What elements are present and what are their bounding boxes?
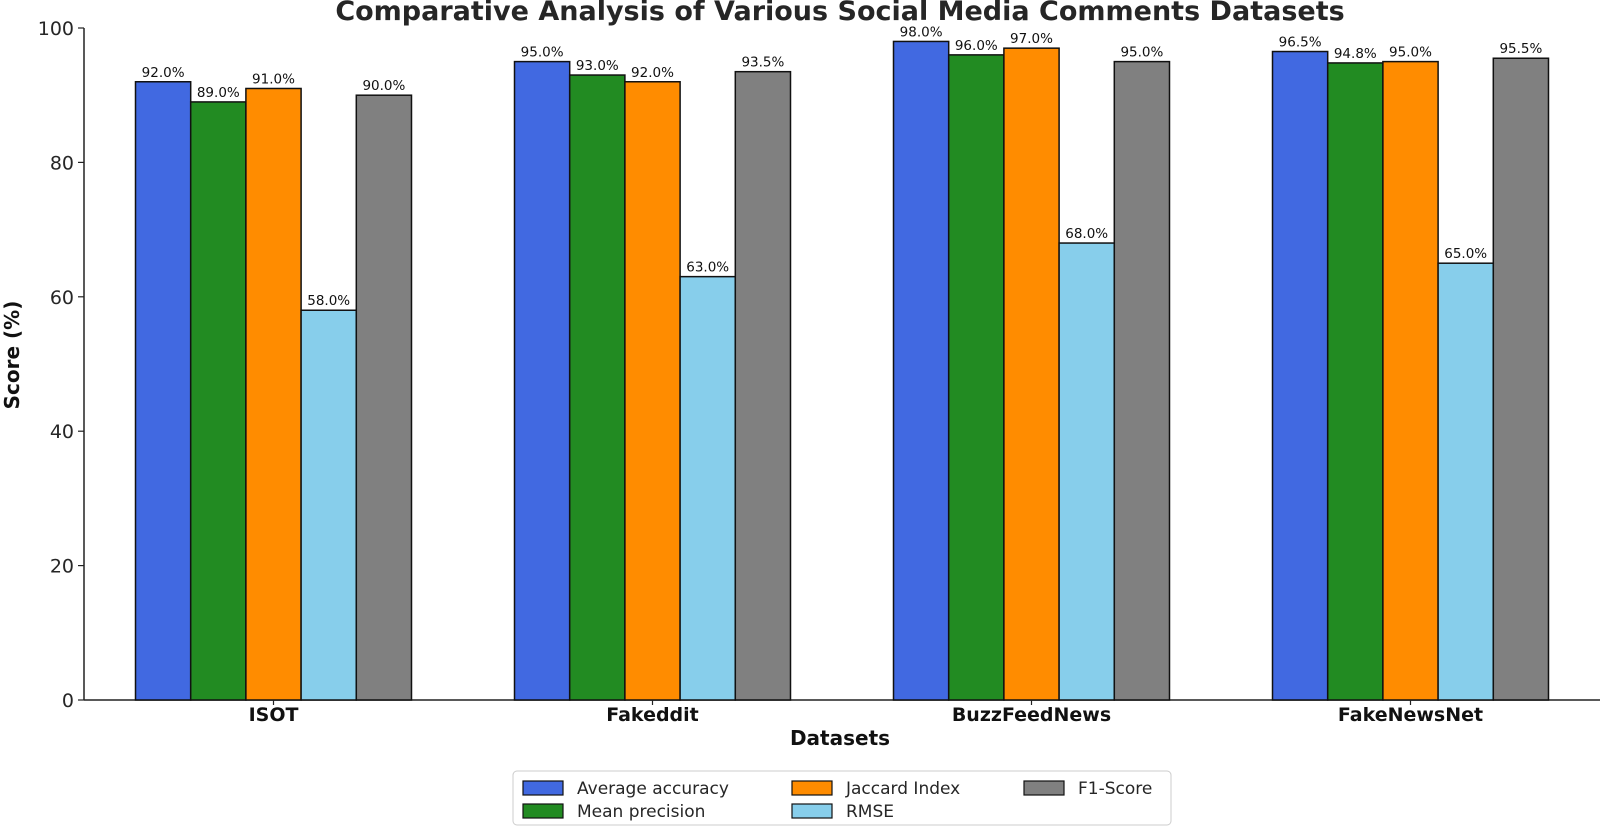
data-label: 95.5%	[1499, 41, 1542, 57]
bar-buzzfeednews-average-accuracy	[892, 40, 950, 701]
y-axis-label: Score (%)	[0, 301, 24, 410]
chart-title: Comparative Analysis of Various Social M…	[335, 0, 1344, 27]
plot-area: 0 20 40 60 80 100 92.0% 89.0% 91.0% 58.0% 90.0% ISO…	[38, 18, 1600, 726]
bar-buzzfeednews-jaccard-index	[1003, 47, 1060, 701]
data-label: 95.0%	[521, 45, 564, 61]
y-tick-label: 20	[50, 556, 74, 578]
bar-fakenewsnet-mean-precision	[1326, 62, 1384, 701]
data-label: 92.0%	[631, 65, 674, 81]
legend-swatch	[791, 803, 833, 819]
y-tick-label: 80	[50, 152, 74, 174]
bar-isot-average-accuracy	[134, 81, 192, 701]
bar-fakeddit-jaccard-index	[624, 81, 681, 701]
y-tick-label: 40	[50, 421, 74, 443]
legend-label: Average accuracy	[577, 779, 729, 799]
bar-isot-rmse	[300, 309, 358, 701]
data-label: 94.8%	[1334, 46, 1377, 62]
data-label: 97.0%	[1010, 31, 1053, 47]
legend: Average accuracy Mean precision Jaccard In…	[512, 770, 1172, 826]
y-tick-label: 0	[62, 690, 74, 712]
data-label: 93.5%	[741, 55, 784, 71]
x-axis-label: Datasets	[790, 726, 890, 750]
bar-isot-jaccard-index	[245, 87, 302, 701]
bar-fakeddit-average-accuracy	[513, 60, 571, 701]
data-label: 98.0%	[900, 24, 943, 40]
bar-buzzfeednews-rmse	[1058, 242, 1116, 701]
bar-fakenewsnet-f1-score	[1492, 57, 1550, 701]
x-tick-label: Fakeddit	[606, 704, 699, 726]
data-label: 89.0%	[197, 85, 240, 101]
bar-fakenewsnet-average-accuracy	[1271, 50, 1329, 701]
legend-frame	[512, 770, 1172, 826]
y-tick-label: 100	[38, 18, 74, 40]
legend-swatch	[522, 780, 564, 796]
data-label: 65.0%	[1444, 246, 1487, 262]
legend-swatch	[791, 780, 833, 796]
data-label: 96.0%	[955, 38, 998, 54]
x-tick-label: BuzzFeedNews	[952, 704, 1111, 726]
y-tick-label: 60	[50, 287, 74, 309]
bar-fakeddit-mean-precision	[568, 74, 626, 701]
legend-label: Mean precision	[577, 802, 705, 822]
bar-buzzfeednews-f1-score	[1113, 60, 1171, 701]
legend-swatch	[522, 803, 564, 819]
data-label: 92.0%	[142, 65, 185, 81]
bar-fakenewsnet-rmse	[1437, 262, 1495, 701]
data-label: 96.5%	[1279, 35, 1322, 51]
legend-label: F1-Score	[1078, 779, 1152, 799]
data-label: 95.0%	[1389, 45, 1432, 61]
x-tick-label: ISOT	[249, 704, 299, 726]
bar-fakeddit-f1-score	[734, 70, 792, 701]
bar-fakeddit-rmse	[679, 275, 737, 701]
bar-isot-mean-precision	[189, 101, 247, 701]
data-label: 58.0%	[307, 293, 350, 309]
legend-swatch	[1023, 780, 1065, 796]
data-label: 63.0%	[686, 260, 729, 276]
legend-label: Jaccard Index	[845, 779, 960, 799]
data-label: 91.0%	[252, 71, 295, 87]
bar-buzzfeednews-mean-precision	[947, 54, 1005, 701]
x-tick-label: FakeNewsNet	[1338, 704, 1483, 726]
bar-isot-f1-score	[355, 94, 413, 701]
data-label: 68.0%	[1065, 226, 1108, 242]
bar-fakenewsnet-jaccard-index	[1382, 60, 1439, 701]
data-label: 93.0%	[576, 58, 619, 74]
data-label: 90.0%	[362, 78, 405, 94]
data-label: 95.0%	[1120, 45, 1163, 61]
legend-label: RMSE	[846, 802, 894, 822]
